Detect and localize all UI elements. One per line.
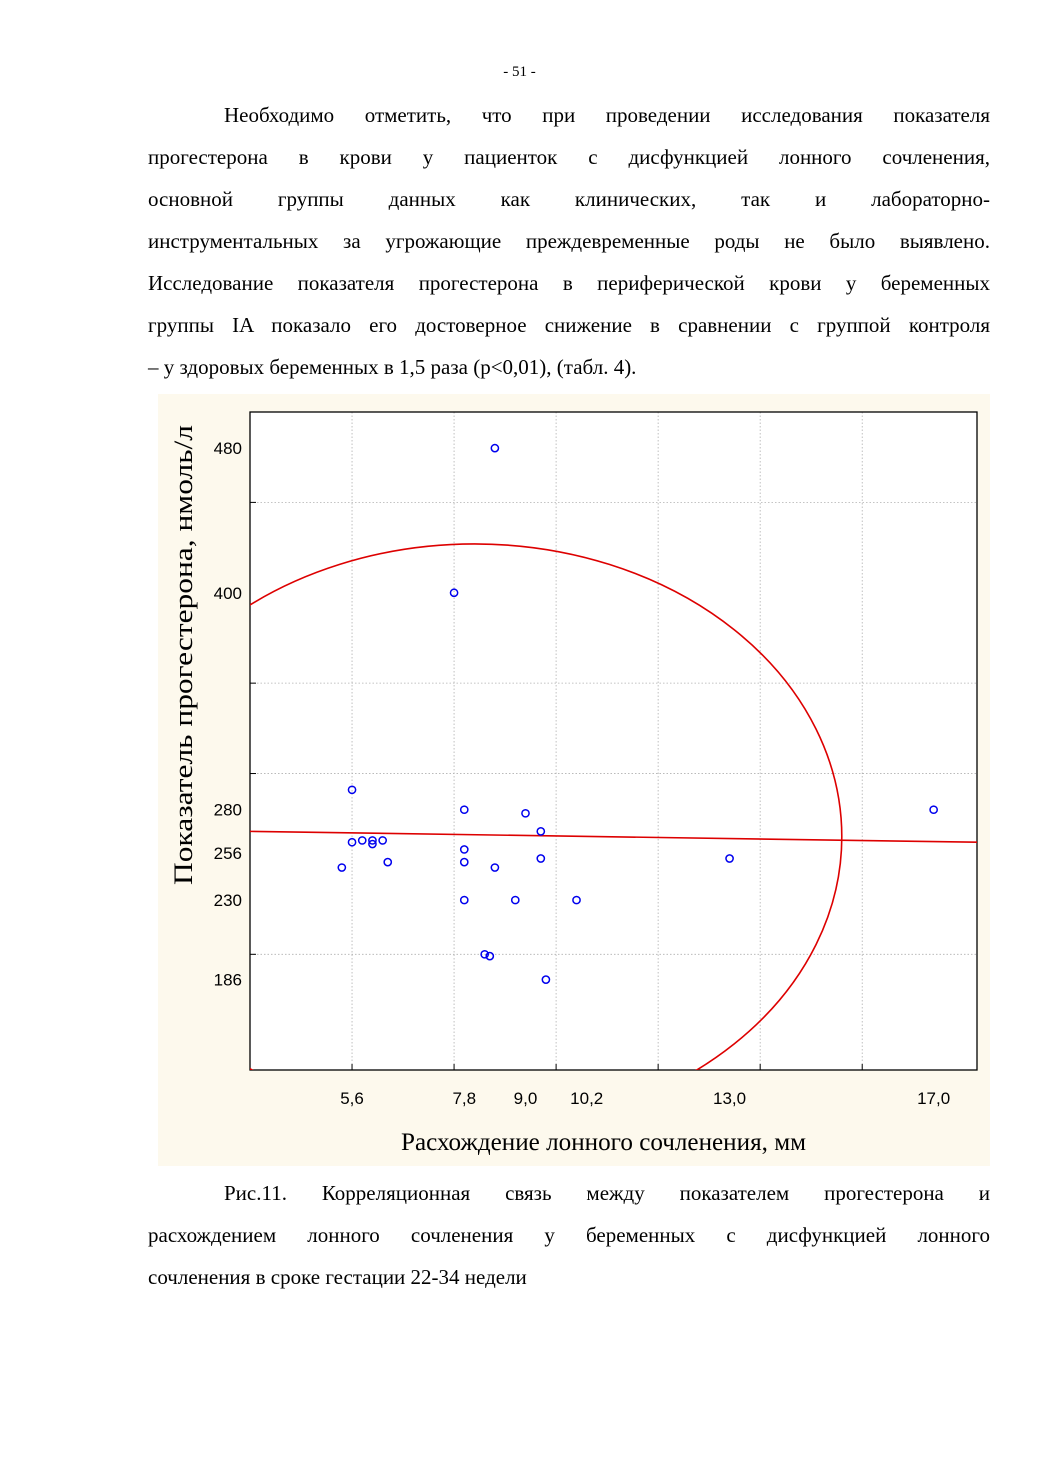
body-line: – у здоровых беременных в 1,5 раза (p<0,… [148, 355, 637, 379]
confidence-ellipse [250, 543, 843, 1070]
body-line: Исследование показателя прогестерона в п… [148, 271, 990, 295]
y-tick-label: 400 [214, 584, 242, 603]
scatter-chart: 5,6 7,8 9,0 10,2 13,0 17,0 186 230 256 280 400 480 Р… [169, 411, 978, 1156]
x-tick-label: 9,0 [514, 1089, 538, 1108]
data-point [459, 857, 469, 867]
data-point [368, 839, 377, 849]
data-point [572, 895, 581, 905]
data-point [347, 837, 357, 847]
data-point [357, 836, 367, 845]
x-tick-label: 17,0 [917, 1089, 950, 1108]
regression-line [250, 830, 977, 844]
y-tick-label: 186 [214, 971, 242, 990]
caption-line: Рис.11. Корреляционная связь между показ… [224, 1181, 990, 1205]
data-point [536, 854, 546, 863]
data-point [541, 975, 551, 984]
body-line: прогестерона в крови у пациенток с дисфу… [148, 145, 990, 169]
data-point [725, 854, 734, 863]
caption-line: сочленения в сроке гестации 22-34 недели [148, 1265, 527, 1289]
body-paragraph: Необходимо отметить, что при проведении … [148, 94, 990, 388]
body-line: группы IA показало его достоверное сниже… [148, 313, 990, 337]
y-tick-label: 280 [214, 801, 242, 820]
figure-caption: Рис.11. Корреляционная связь между показ… [148, 1172, 990, 1298]
plot-frame [249, 411, 978, 1071]
data-point [521, 808, 530, 818]
data-point [459, 845, 469, 854]
data-point [536, 827, 546, 836]
data-point [490, 443, 500, 453]
data-point [383, 857, 393, 867]
page-number: - 51 - [503, 64, 536, 80]
data-point [490, 863, 500, 872]
body-line: Необходимо отметить, что при проведении … [224, 103, 990, 127]
data-point [368, 836, 377, 845]
data-point [449, 588, 459, 598]
y-tick-label: 230 [214, 891, 242, 910]
x-tick-label: 13,0 [713, 1089, 746, 1108]
data-point [485, 951, 495, 961]
body-line: инструментальных за угрожающие преждевре… [148, 229, 990, 253]
scatter-chart-figure: 5,6 7,8 9,0 10,2 13,0 17,0 186 230 256 280 400 480 Р… [158, 394, 990, 1166]
data-point [510, 895, 520, 905]
plot-area [250, 412, 977, 1070]
y-tick-label: 256 [214, 844, 242, 863]
data-point [347, 785, 357, 795]
data-point [459, 805, 469, 815]
y-axis-label: Показатель прогестерона, нмоль/л [169, 425, 198, 885]
body-line: основной группы данных как клинических, … [148, 187, 990, 211]
x-axis-label: Расхождение лонного сочленения, мм [401, 1129, 806, 1156]
x-tick-label: 7,8 [452, 1089, 476, 1108]
x-tick-label: 10,2 [570, 1089, 603, 1108]
data-point [929, 805, 938, 815]
data-point [480, 949, 490, 959]
x-tick-label: 5,6 [340, 1089, 364, 1108]
y-tick-label: 480 [214, 439, 242, 458]
data-point [337, 863, 347, 872]
data-point [378, 836, 387, 845]
data-point [459, 895, 469, 905]
caption-line: расхождением лонного сочленения у береме… [148, 1223, 990, 1247]
